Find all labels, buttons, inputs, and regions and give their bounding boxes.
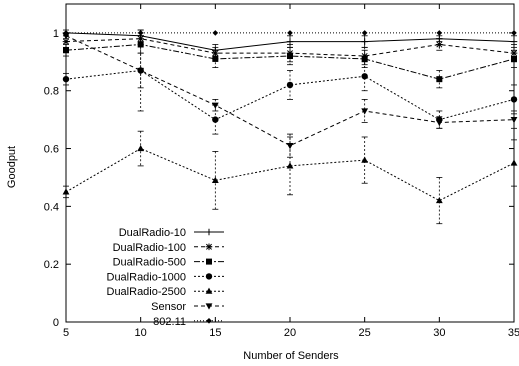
data-point	[511, 55, 517, 62]
legend-label: DualRadio-10	[119, 227, 186, 239]
data-point	[435, 196, 443, 204]
series-dualradio-2500	[62, 130, 518, 225]
y-axis-label: Goodput	[6, 146, 18, 188]
x-tick-label: 25	[359, 327, 371, 339]
x-axis-label: Number of Senders	[243, 350, 339, 362]
data-point	[212, 49, 219, 57]
data-point	[436, 76, 443, 83]
data-point	[361, 108, 369, 115]
series-dualradio-500	[63, 35, 517, 89]
data-point	[211, 176, 219, 183]
data-point	[62, 33, 70, 40]
data-point	[361, 55, 368, 62]
axis-ticks: 5 10 15 20 25 30 35 0 0.2 0.4 0.6 0.8 1	[44, 4, 519, 339]
data-point	[286, 162, 294, 169]
legend-marker	[206, 318, 212, 324]
y-tick-label: 0.8	[44, 86, 59, 98]
data-point	[287, 30, 293, 36]
data-point	[286, 38, 294, 45]
y-tick-label: 0.2	[44, 259, 59, 271]
legend-label: 802.11	[153, 316, 186, 328]
legend-item: DualRadio-100	[113, 242, 224, 254]
series-802-11	[63, 30, 517, 36]
x-tick-label: 5	[63, 327, 69, 339]
data-point	[287, 53, 293, 60]
legend-marker	[205, 228, 213, 236]
legend-label: DualRadio-1000	[107, 271, 187, 283]
x-tick-label: 20	[284, 327, 296, 339]
data-point	[510, 96, 518, 103]
legend-item: DualRadio-10	[119, 227, 224, 239]
y-tick-label: 0.6	[44, 144, 59, 156]
data-point	[286, 81, 294, 89]
data-point	[361, 156, 369, 163]
x-tick-label: 15	[209, 327, 221, 339]
legend-label: DualRadio-2500	[107, 286, 187, 298]
data-point	[361, 38, 368, 45]
legend-label: DualRadio-500	[113, 257, 186, 269]
data-point	[436, 30, 443, 36]
data-point	[211, 102, 219, 109]
legend-item: DualRadio-1000	[107, 271, 224, 283]
data-point	[511, 30, 517, 36]
data-point	[62, 188, 70, 195]
y-tick-label: 1	[53, 28, 59, 40]
data-point	[62, 38, 70, 45]
y-tick-label: 0.4	[44, 201, 59, 213]
data-point	[510, 49, 518, 57]
y-tick-label: 0	[53, 317, 59, 329]
data-point	[510, 38, 518, 45]
data-point	[361, 73, 368, 80]
legend-label: Sensor	[151, 301, 186, 313]
series-layer	[62, 29, 518, 225]
legend-marker	[205, 243, 213, 251]
x-tick-label: 10	[135, 327, 147, 339]
series-dualradio-1000	[62, 52, 518, 135]
data-point	[137, 144, 145, 152]
legend-marker	[206, 258, 212, 265]
data-point	[137, 67, 145, 75]
data-point	[435, 119, 443, 127]
data-point	[286, 143, 294, 150]
data-point	[62, 75, 70, 83]
legend-item: 802.11	[153, 316, 224, 328]
data-point	[63, 30, 69, 36]
data-point	[137, 41, 144, 48]
legend-marker	[205, 273, 213, 280]
data-point	[63, 47, 69, 54]
data-point	[137, 30, 144, 36]
legend-marker	[205, 287, 213, 294]
legend-item: Sensor	[151, 301, 224, 313]
data-point	[212, 30, 219, 36]
data-point	[212, 55, 219, 62]
legend-item: DualRadio-2500	[107, 286, 224, 298]
data-point	[212, 116, 219, 123]
data-point	[436, 41, 443, 48]
legend: DualRadio-10 DualRadio-100 DualRadio-500 Du…	[107, 227, 224, 328]
legend-marker	[205, 303, 213, 310]
data-point	[361, 30, 368, 36]
x-tick-label: 30	[433, 327, 445, 339]
data-point	[510, 117, 518, 124]
data-point	[510, 159, 518, 166]
x-tick-label: 35	[508, 327, 519, 339]
legend-label: DualRadio-100	[113, 242, 186, 254]
legend-item: DualRadio-500	[113, 257, 224, 269]
